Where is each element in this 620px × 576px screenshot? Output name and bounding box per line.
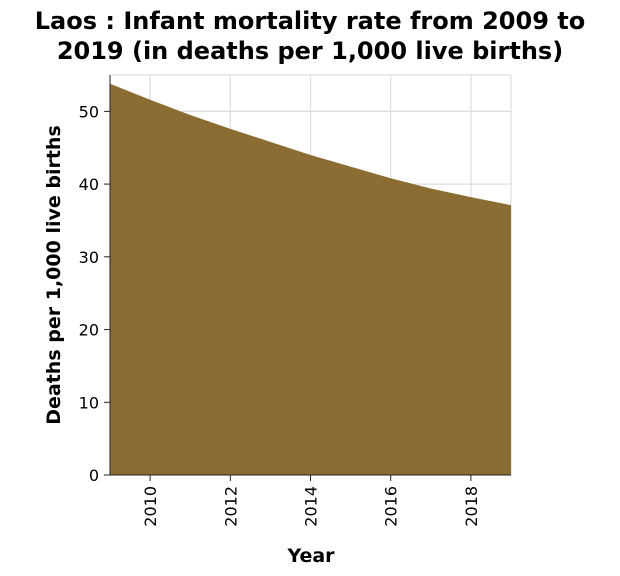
y-tick-label: 0 bbox=[89, 466, 99, 485]
chart-title-line-2: 2019 (in deaths per 1,000 live births) bbox=[57, 37, 563, 65]
x-axis-label: Year bbox=[286, 545, 335, 567]
y-tick-label: 40 bbox=[79, 175, 99, 194]
x-tick-label: 2010 bbox=[141, 486, 160, 527]
y-tick-label: 50 bbox=[79, 102, 99, 121]
chart-title: Laos : Infant mortality rate from 2009 t… bbox=[35, 7, 585, 65]
x-tick-label: 2012 bbox=[221, 486, 240, 527]
y-tick-label: 10 bbox=[79, 393, 99, 412]
chart-title-line-1: Laos : Infant mortality rate from 2009 t… bbox=[35, 7, 585, 35]
y-tick-label: 20 bbox=[79, 321, 99, 340]
y-axis-label: Deaths per 1,000 live births bbox=[43, 125, 65, 425]
x-tick-label: 2018 bbox=[462, 486, 481, 527]
x-tick-label: 2016 bbox=[382, 486, 401, 527]
x-axis-ticks: 2010 2012 2014 2016 2018 bbox=[141, 475, 481, 527]
y-tick-label: 30 bbox=[79, 248, 99, 267]
y-axis-ticks: 0 10 20 30 40 50 bbox=[79, 102, 110, 485]
x-tick-label: 2014 bbox=[302, 486, 321, 527]
area-series bbox=[110, 83, 511, 476]
